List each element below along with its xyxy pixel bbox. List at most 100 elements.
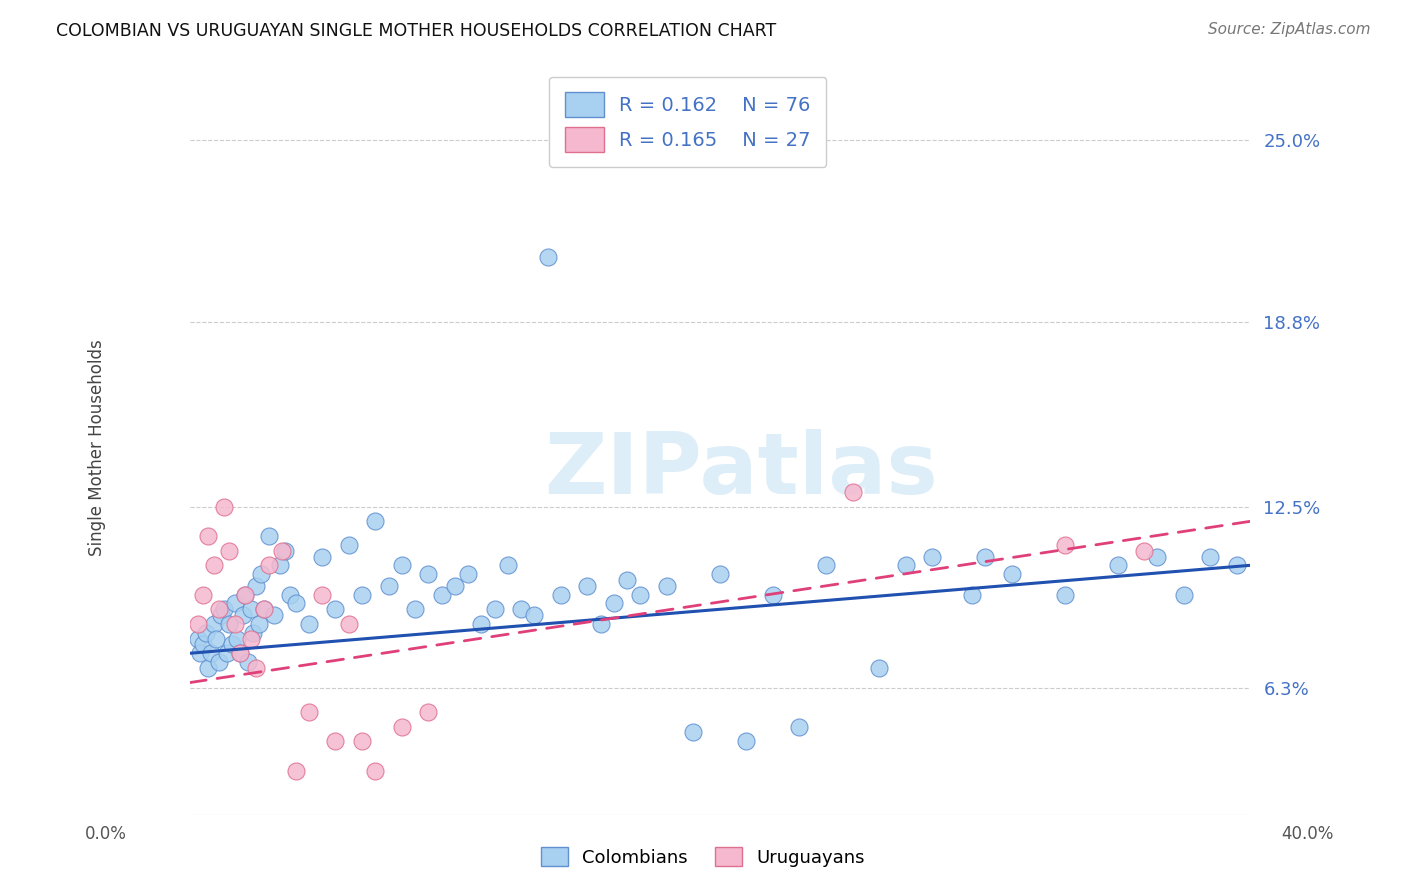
Point (250, 567, 273, 582)
Point (868, 661, 890, 675)
Point (284, 596, 307, 610)
Point (269, 558, 291, 573)
Point (226, 632, 249, 646)
Point (211, 608, 233, 623)
Point (391, 720, 413, 734)
Point (205, 632, 228, 646)
Point (208, 602, 231, 616)
Legend: Colombians, Uruguayans: Colombians, Uruguayans (534, 840, 872, 874)
Point (221, 638, 243, 652)
Point (1107, 558, 1129, 573)
Point (239, 632, 262, 646)
Point (233, 588, 256, 602)
Point (187, 632, 209, 646)
Point (974, 549, 997, 564)
Point (194, 625, 217, 640)
Point (496, 558, 519, 573)
Text: Single Mother Households: Single Mother Households (87, 340, 105, 557)
Point (242, 625, 264, 640)
Point (284, 764, 307, 778)
Point (484, 602, 506, 616)
Point (229, 646, 252, 660)
Point (616, 573, 638, 587)
Point (233, 588, 256, 602)
Point (212, 500, 235, 514)
Point (1173, 588, 1195, 602)
Text: Source: ZipAtlas.com: Source: ZipAtlas.com (1208, 22, 1371, 37)
Point (239, 602, 262, 616)
Point (188, 646, 211, 660)
Point (735, 734, 758, 748)
Point (350, 588, 373, 602)
Point (536, 251, 558, 265)
Point (762, 588, 785, 602)
Point (257, 558, 280, 573)
Point (1001, 567, 1024, 582)
Point (257, 529, 280, 543)
Legend: R = 0.162    N = 76, R = 0.165    N = 27: R = 0.162 N = 76, R = 0.165 N = 27 (550, 77, 827, 168)
Point (921, 549, 943, 564)
Point (253, 602, 276, 616)
Point (215, 646, 238, 660)
Point (418, 705, 440, 719)
Point (470, 616, 492, 631)
Text: 40.0%: 40.0% (1281, 825, 1334, 843)
Point (247, 616, 270, 631)
Point (655, 579, 678, 593)
Point (682, 725, 704, 739)
Point (814, 558, 837, 573)
Text: 0.0%: 0.0% (84, 825, 127, 843)
Point (709, 567, 731, 582)
Point (224, 616, 246, 631)
Point (197, 661, 219, 675)
Point (218, 616, 240, 631)
Point (789, 720, 811, 734)
Point (510, 602, 533, 616)
Point (263, 608, 285, 623)
Point (430, 588, 453, 602)
Point (218, 543, 240, 558)
Point (1199, 549, 1222, 564)
Point (311, 549, 333, 564)
Point (1053, 538, 1076, 552)
Point (224, 596, 246, 610)
Point (443, 579, 465, 593)
Point (457, 567, 479, 582)
Text: COLOMBIAN VS URUGUAYAN SINGLE MOTHER HOUSEHOLDS CORRELATION CHART: COLOMBIAN VS URUGUAYAN SINGLE MOTHER HOU… (56, 22, 776, 40)
Point (391, 558, 413, 573)
Point (418, 567, 440, 582)
Point (229, 646, 252, 660)
Point (960, 588, 983, 602)
Point (197, 529, 219, 543)
Point (894, 558, 917, 573)
Point (350, 734, 373, 748)
Point (298, 616, 321, 631)
Point (280, 588, 302, 602)
Point (576, 579, 599, 593)
Point (1133, 543, 1156, 558)
Text: ZIPatlas: ZIPatlas (544, 428, 938, 511)
Point (245, 661, 267, 675)
Point (245, 579, 267, 593)
Point (236, 655, 259, 669)
Point (232, 608, 254, 623)
Point (337, 538, 360, 552)
Point (364, 764, 387, 778)
Point (191, 588, 214, 602)
Point (325, 602, 347, 616)
Point (191, 638, 214, 652)
Point (628, 588, 651, 602)
Point (212, 602, 235, 616)
Point (298, 705, 321, 719)
Point (337, 616, 360, 631)
Point (325, 734, 347, 748)
Point (202, 558, 225, 573)
Point (364, 514, 387, 528)
Point (523, 608, 546, 623)
Point (603, 596, 626, 610)
Point (187, 616, 209, 631)
Point (1053, 588, 1076, 602)
Point (208, 655, 231, 669)
Point (404, 602, 426, 616)
Point (1226, 558, 1249, 573)
